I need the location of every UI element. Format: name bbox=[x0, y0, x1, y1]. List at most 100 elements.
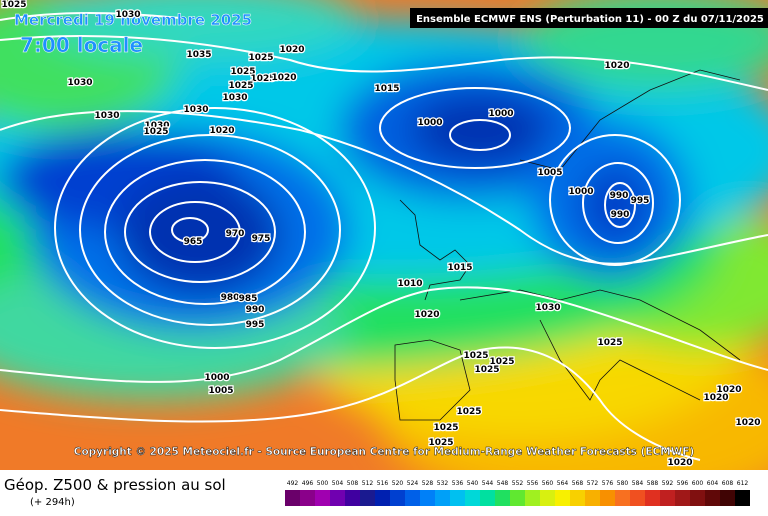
isobar-label: 1000 bbox=[488, 109, 513, 119]
forecast-time: 7:00 locale bbox=[20, 33, 143, 57]
legend-swatch bbox=[375, 490, 390, 506]
legend-swatch bbox=[465, 490, 480, 506]
isobar-label: 1020 bbox=[716, 385, 741, 395]
isobar-label: 1025 bbox=[474, 365, 499, 375]
isobar-label: 1025 bbox=[463, 351, 488, 361]
legend-swatch bbox=[285, 490, 300, 506]
legend-swatch bbox=[390, 490, 405, 506]
isobar-label: 1025 bbox=[489, 357, 514, 367]
isobar-label: 1020 bbox=[414, 310, 439, 320]
legend-label: 560 bbox=[542, 480, 554, 487]
legend-label: 608 bbox=[722, 480, 734, 487]
isobar-label: 1025 bbox=[433, 423, 458, 433]
legend-label: 600 bbox=[692, 480, 704, 487]
legend-label: 552 bbox=[512, 480, 524, 487]
legend-swatch bbox=[615, 490, 630, 506]
isobar-label: 1025 bbox=[456, 407, 481, 417]
legend-label: 540 bbox=[467, 480, 479, 487]
legend-swatch bbox=[585, 490, 600, 506]
isobar-label: 1020 bbox=[735, 418, 760, 428]
coastlines bbox=[394, 69, 741, 421]
isobar-label: 1030 bbox=[67, 78, 92, 88]
isobar-label: 990 bbox=[610, 191, 629, 201]
isobar-label: 1020 bbox=[271, 73, 296, 83]
isobar-label: 1030 bbox=[94, 111, 119, 121]
legend-label: 548 bbox=[497, 480, 509, 487]
legend-label: 544 bbox=[482, 480, 494, 487]
isobar-label: 970 bbox=[226, 229, 245, 239]
legend-label: 612 bbox=[737, 480, 749, 487]
isobar-label: 1005 bbox=[537, 168, 562, 178]
legend-swatch bbox=[705, 490, 720, 506]
isobar-label: 1025 bbox=[428, 438, 453, 448]
legend-label: 592 bbox=[662, 480, 674, 487]
legend-swatch bbox=[555, 490, 570, 506]
legend-label: 584 bbox=[632, 480, 644, 487]
isobar-label: 1025 bbox=[230, 67, 255, 77]
legend-swatch bbox=[720, 490, 735, 506]
legend-swatch bbox=[570, 490, 585, 506]
isobar-label: 995 bbox=[631, 196, 650, 206]
lead-time: (+ 294h) bbox=[30, 497, 75, 508]
isobar-label: 985 bbox=[239, 294, 258, 304]
legend-label: 504 bbox=[332, 480, 344, 487]
legend-label: 508 bbox=[347, 480, 359, 487]
legend-swatch bbox=[675, 490, 690, 506]
isobar-label: 980 bbox=[221, 293, 240, 303]
legend-label: 528 bbox=[422, 480, 434, 487]
forecast-date: Mercredi 19 novembre 2025 bbox=[14, 11, 252, 29]
isobar-label: 1030 bbox=[115, 10, 140, 20]
isobars bbox=[0, 12, 768, 461]
legend-label: 516 bbox=[377, 480, 389, 487]
legend-swatch bbox=[540, 490, 555, 506]
legend-swatch bbox=[435, 490, 450, 506]
legend-swatch bbox=[420, 490, 435, 506]
legend-label: 512 bbox=[362, 480, 374, 487]
isobar-label: 995 bbox=[246, 320, 265, 330]
isobar-label: 1020 bbox=[604, 61, 629, 71]
legend-swatch bbox=[300, 490, 315, 506]
legend-label: 604 bbox=[707, 480, 719, 487]
isobar-label: 1000 bbox=[204, 373, 229, 383]
legend-label: 576 bbox=[602, 480, 614, 487]
isobar-label: 1025 bbox=[248, 53, 273, 63]
legend-swatch bbox=[690, 490, 705, 506]
legend-label: 536 bbox=[452, 480, 464, 487]
legend-label: 524 bbox=[407, 480, 419, 487]
copyright: Copyright © 2025 Meteociel.fr - Source E… bbox=[74, 446, 695, 458]
legend-label: 532 bbox=[437, 480, 449, 487]
legend-label: 556 bbox=[527, 480, 539, 487]
isobar-label: 1000 bbox=[417, 118, 442, 128]
isobar-label: 1020 bbox=[279, 45, 304, 55]
isobar-label: 1025 bbox=[143, 127, 168, 137]
legend-label: 568 bbox=[572, 480, 584, 487]
legend-label: 496 bbox=[302, 480, 314, 487]
isobar-label: 1010 bbox=[397, 279, 422, 289]
isobar-label: 1020 bbox=[209, 126, 234, 136]
isobar-label: 1000 bbox=[568, 187, 593, 197]
legend-label: 492 bbox=[287, 480, 299, 487]
legend-swatch bbox=[405, 490, 420, 506]
isobar-label: 990 bbox=[611, 210, 630, 220]
footer-title: Géop. Z500 & pression au sol bbox=[4, 476, 226, 494]
isobar-label: 975 bbox=[252, 234, 271, 244]
isobar-label: 1030 bbox=[222, 93, 247, 103]
legend-swatch bbox=[660, 490, 675, 506]
isobar-label: 1015 bbox=[447, 263, 472, 273]
isobar-label: 1025 bbox=[1, 0, 26, 10]
legend-swatch bbox=[360, 490, 375, 506]
isobar-label: 1030 bbox=[144, 121, 169, 131]
isobar-label: 1025 bbox=[250, 74, 275, 84]
color-scale: 492 496 500 504 508 512 516 520 524 528 532 536 540 5… bbox=[285, 480, 750, 506]
legend-swatch bbox=[630, 490, 645, 506]
legend-label: 500 bbox=[317, 480, 329, 487]
isobar-label: 1030 bbox=[535, 303, 560, 313]
isobar-label: 1015 bbox=[374, 84, 399, 94]
legend-swatch bbox=[645, 490, 660, 506]
legend-label: 596 bbox=[677, 480, 689, 487]
legend-swatch bbox=[450, 490, 465, 506]
legend-swatch bbox=[735, 490, 750, 506]
legend-swatch bbox=[330, 490, 345, 506]
